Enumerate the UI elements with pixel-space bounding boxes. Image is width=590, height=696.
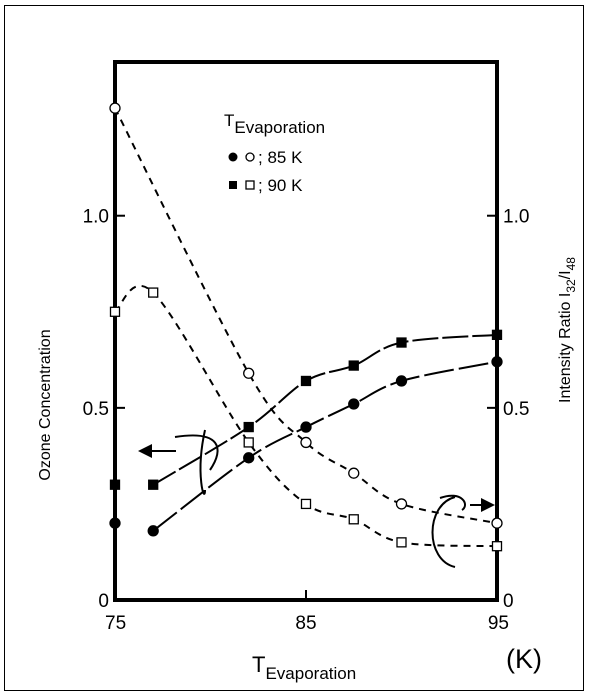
ylabel-right-main: Intensity Ratio I (557, 293, 574, 403)
legend-title: TEvaporation (224, 111, 325, 137)
xlabel-main: T (252, 652, 265, 677)
x-tick-label: 95 (488, 613, 509, 634)
legend-marker-filled-square (229, 181, 237, 189)
data-point-square (300, 498, 312, 510)
data-point-square (243, 421, 254, 433)
legend-title-main: T (224, 111, 234, 130)
data-point-square (148, 479, 159, 490)
figure-frame (4, 5, 584, 691)
y-left-tick-label: 0.5 (83, 399, 109, 420)
data-point-circle (109, 102, 121, 114)
series-line-3 (114, 107, 498, 525)
left-axis-arrow-head (138, 444, 152, 458)
ylabel-right-sub1: 32 (564, 279, 578, 293)
ylabel-left: Ozone Concentration (37, 329, 54, 480)
data-point-square (491, 329, 503, 340)
ylabel-right-sub2: 48 (564, 257, 578, 271)
y-right-tick-label: 0 (503, 591, 514, 612)
data-point-circle (109, 517, 121, 529)
legend-entry-label: ; 85 K (258, 148, 303, 167)
y-left-tick-label: 0 (98, 591, 109, 612)
left-axis-indicator (174, 429, 219, 495)
legend-title-sub: Evaporation (234, 118, 325, 137)
data-point-square (396, 337, 407, 348)
x-unit: (K) (506, 644, 542, 674)
legend: ; 85 K ; 90 K (228, 148, 303, 195)
data-point-circle (348, 398, 360, 410)
xlabel-sub: Evaporation (265, 664, 356, 683)
data-point-square (243, 437, 254, 448)
data-point-square (109, 479, 121, 490)
x-tick-label: 85 (295, 613, 316, 634)
legend-entry-label: ; 90 K (258, 176, 303, 195)
data-point-square (348, 514, 359, 525)
legend-marker-filled-circle (228, 152, 238, 162)
data-point-circle (395, 375, 408, 387)
data-point-circle (243, 367, 255, 379)
data-point-circle (491, 517, 503, 529)
xlabel: TEvaporation (252, 652, 356, 683)
y-left-tick-label: 1.0 (83, 207, 109, 228)
ylabel-right: Intensity Ratio I32/I48 (557, 257, 578, 403)
data-point-square (300, 375, 312, 387)
ylabel-right-sep: /I (557, 270, 574, 279)
data-point-square (491, 541, 503, 552)
series-line-1 (152, 360, 498, 532)
legend-marker-open-square (245, 180, 255, 190)
plot-frame (113, 60, 499, 602)
data-point-circle (395, 498, 408, 510)
x-tick-label: 75 (105, 613, 126, 634)
data-point-square (109, 306, 121, 317)
data-point-circle (147, 525, 159, 537)
data-point-circle (300, 421, 312, 433)
legend-marker-open-circle (245, 152, 255, 162)
data-point-square (148, 287, 159, 298)
series-line-2 (152, 333, 498, 486)
y-right-tick-label: 1.0 (503, 207, 529, 228)
data-point-circle (348, 467, 360, 479)
data-point-square (396, 537, 407, 548)
data-point-circle (300, 436, 312, 449)
data-point-circle (491, 356, 503, 368)
y-right-tick-label: 0.5 (503, 399, 529, 420)
data-point-square (348, 360, 359, 371)
right-axis-arrow-head (481, 498, 495, 512)
right-axis-indicator (431, 494, 467, 568)
data-point-circle (243, 452, 255, 464)
